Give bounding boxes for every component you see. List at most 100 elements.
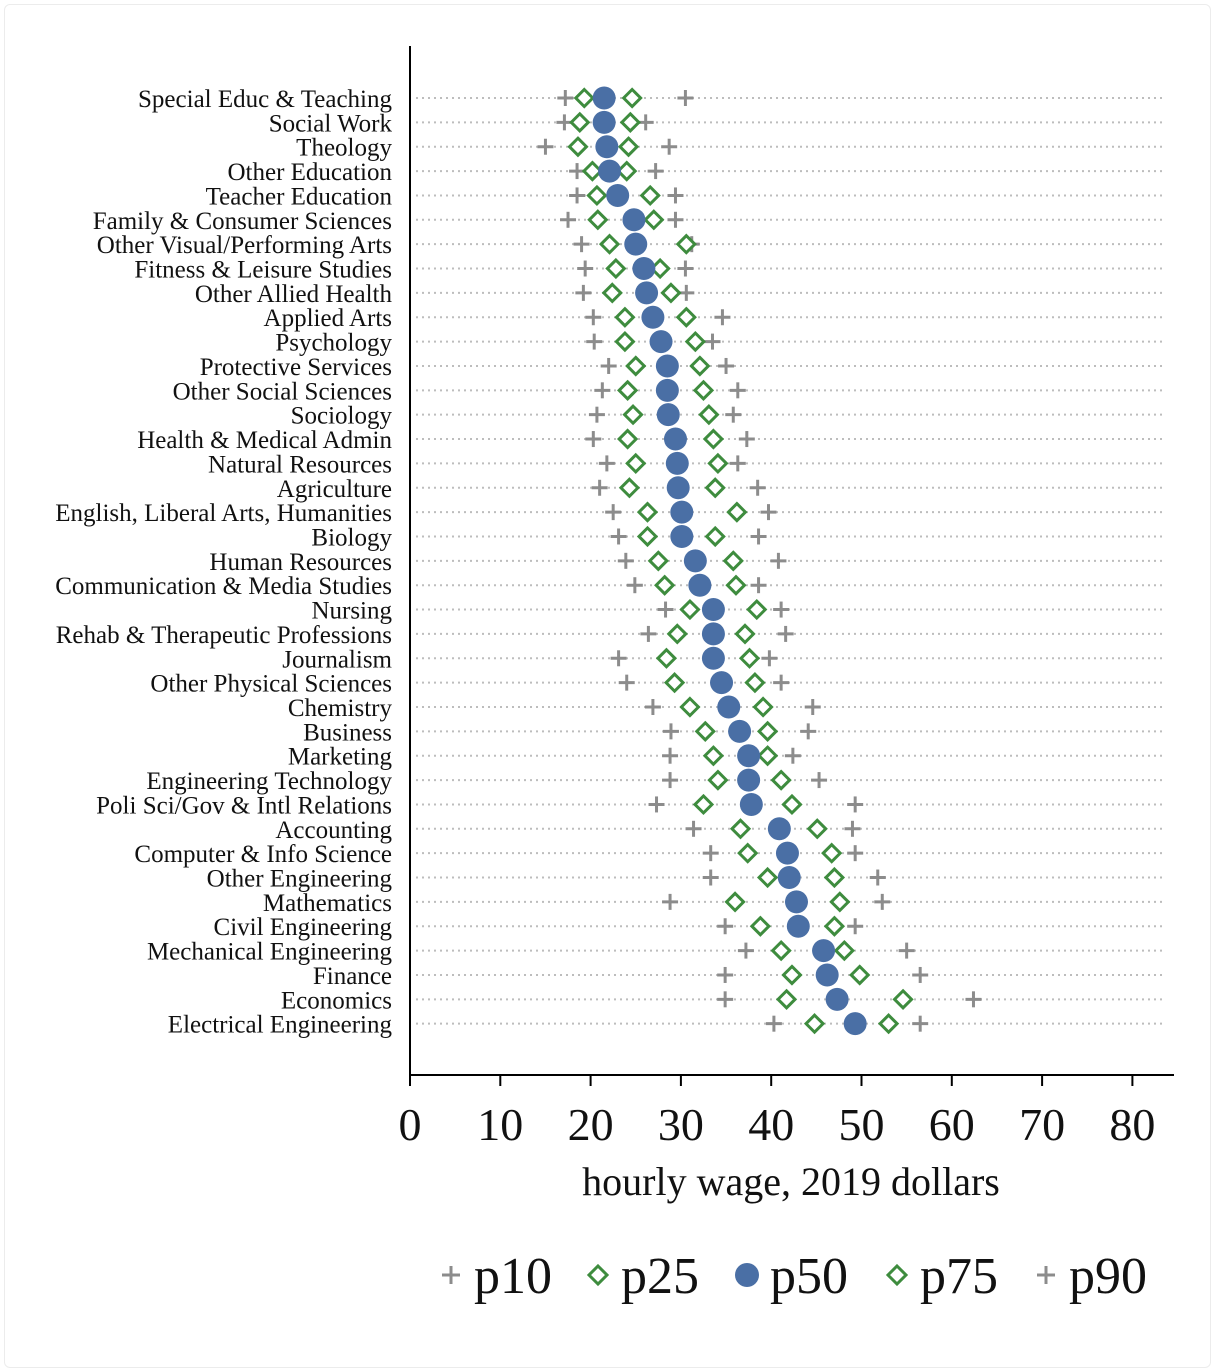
- data-marks: [537, 86, 982, 1036]
- p50-point: [701, 622, 725, 646]
- p90-point: [874, 893, 891, 910]
- p50-point: [701, 598, 725, 622]
- x-axis-label: hourly wage, 2019 dollars: [582, 1159, 1000, 1204]
- p90-point: [677, 260, 694, 277]
- p90-point: [667, 187, 684, 204]
- p10-point: [585, 309, 602, 326]
- p10-point: [560, 211, 577, 228]
- p75-point: [675, 306, 697, 328]
- p90-point: [760, 504, 777, 521]
- p25-point: [781, 964, 803, 986]
- category-label: Other Physical Sciences: [150, 671, 392, 698]
- p10-point: [588, 406, 605, 423]
- category-label: Family & Consumer Sciences: [93, 208, 392, 235]
- p90-point: [912, 966, 929, 983]
- p90-point: [777, 625, 794, 642]
- p75-point: [756, 720, 779, 742]
- p90-point: [750, 577, 767, 594]
- p25-point: [636, 501, 659, 523]
- p25-point: [567, 136, 589, 158]
- category-label: Agriculture: [277, 476, 392, 503]
- p10-point: [662, 772, 679, 789]
- p10-point: [702, 869, 719, 886]
- p25-point: [601, 282, 623, 304]
- p75-point: [833, 939, 855, 962]
- legend-item-p90: p90: [1037, 1248, 1147, 1305]
- p50-point: [592, 86, 616, 110]
- p50-point: [683, 549, 707, 573]
- p75-point: [821, 842, 843, 864]
- category-label: Protective Services: [200, 354, 392, 381]
- p90-point: [965, 991, 982, 1008]
- p25-point: [617, 428, 639, 450]
- category-label: Other Engineering: [207, 866, 393, 893]
- p90-point: [773, 674, 790, 691]
- series-p10: [537, 90, 782, 1032]
- category-label: Nursing: [311, 598, 392, 625]
- p75-point: [621, 87, 643, 109]
- p25-point: [749, 915, 771, 937]
- p10-point: [717, 991, 734, 1008]
- category-label: Poli Sci/Gov & Intl Relations: [96, 792, 392, 819]
- category-label: Health & Medical Admin: [137, 427, 392, 454]
- category-label: Business: [303, 719, 392, 746]
- p10-point: [605, 504, 622, 521]
- p75-point: [616, 160, 638, 182]
- p90-point: [770, 552, 787, 569]
- p50-point: [728, 719, 752, 743]
- series-p50: [592, 86, 867, 1036]
- p90-point: [725, 406, 742, 423]
- p10-point: [594, 382, 611, 399]
- p25-point: [737, 842, 759, 864]
- p10-point: [737, 942, 754, 959]
- legend-item-p50: p50: [735, 1248, 848, 1305]
- p75-point: [617, 136, 640, 158]
- p50-point: [622, 208, 646, 232]
- p90-point: [749, 479, 766, 496]
- p50-point: [656, 403, 680, 427]
- p50-point: [717, 695, 741, 719]
- p10-point: [573, 236, 590, 253]
- category-label: Other Visual/Performing Arts: [97, 232, 392, 259]
- p25-point: [625, 452, 647, 475]
- p10-point: [586, 333, 603, 350]
- p10-point: [600, 357, 617, 374]
- p75-point: [689, 355, 711, 377]
- p50-point: [843, 1012, 867, 1036]
- p75-point: [707, 452, 729, 475]
- p90-point: [847, 796, 864, 813]
- category-label: Sociology: [291, 403, 393, 430]
- p50-point: [649, 330, 673, 354]
- p50-point: [655, 354, 679, 378]
- p10-point: [662, 747, 679, 764]
- p50-point: [688, 573, 712, 597]
- p25-point: [625, 355, 647, 377]
- p75-point: [675, 233, 697, 255]
- legend-item-p75: p75: [885, 1248, 998, 1305]
- p75-point: [704, 525, 726, 548]
- p10-point: [648, 796, 665, 813]
- p75-point: [892, 988, 914, 1010]
- p75-point: [698, 404, 720, 426]
- legend-label: p75: [920, 1248, 998, 1305]
- p10-point: [702, 845, 719, 862]
- x-tick-label: 20: [568, 1099, 614, 1150]
- p90-point: [784, 747, 801, 764]
- p90-point: [761, 650, 778, 667]
- category-label: Social Work: [269, 110, 393, 137]
- p75-point: [692, 379, 715, 401]
- category-label: Marketing: [288, 744, 393, 771]
- p10-point: [765, 1015, 782, 1032]
- p50-point: [812, 939, 836, 963]
- legend-marker-p90: [1037, 1266, 1055, 1284]
- legend-marker-p75: [885, 1263, 909, 1287]
- p75-point: [726, 501, 748, 523]
- legend-item-p25: p25: [586, 1248, 699, 1305]
- p50-point: [606, 183, 630, 207]
- p25-point: [617, 379, 639, 401]
- x-ticks: 0 10 20 30 40 50 60 70 80: [399, 1075, 1155, 1150]
- x-tick-label: 40: [748, 1099, 794, 1150]
- p25-point: [622, 404, 644, 426]
- p75-point: [734, 623, 756, 645]
- p10-point: [585, 431, 602, 448]
